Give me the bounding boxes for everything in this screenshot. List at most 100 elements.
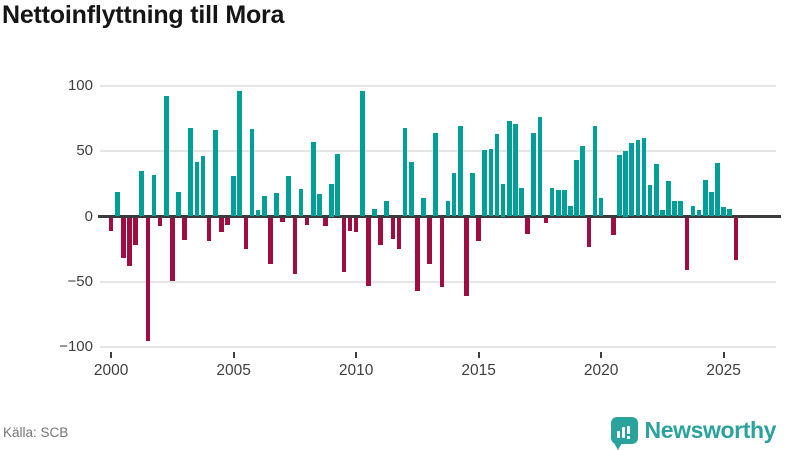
newsworthy-logo[interactable]: Newsworthy xyxy=(610,417,777,450)
bar xyxy=(390,218,396,239)
bar xyxy=(139,170,145,217)
bar xyxy=(721,207,726,217)
y-tick-label: −100 xyxy=(59,338,93,355)
bar xyxy=(347,218,353,232)
bar xyxy=(157,218,163,226)
bar xyxy=(470,173,475,217)
bar xyxy=(684,218,690,271)
bar xyxy=(647,185,653,217)
bar xyxy=(629,143,635,217)
bar xyxy=(555,190,561,217)
bar xyxy=(519,187,524,217)
bar xyxy=(366,218,371,286)
bar xyxy=(231,176,236,217)
x-tick-label: 2000 xyxy=(93,362,129,379)
bar xyxy=(225,218,230,225)
bar xyxy=(427,218,432,264)
bar xyxy=(531,132,537,217)
bar xyxy=(176,191,181,217)
bar xyxy=(163,96,169,217)
bar xyxy=(378,218,383,246)
bar xyxy=(145,218,151,341)
bar xyxy=(598,198,604,217)
x-tick-label: 2005 xyxy=(216,362,251,379)
bar xyxy=(396,218,402,250)
bar xyxy=(151,174,157,217)
bar xyxy=(506,121,512,217)
bar xyxy=(672,200,677,217)
bar xyxy=(268,218,273,264)
bar xyxy=(702,179,708,217)
bar xyxy=(537,117,543,217)
x-tick-mark xyxy=(722,352,725,358)
x-tick-mark xyxy=(600,352,603,358)
bar xyxy=(194,161,200,217)
bar xyxy=(359,91,365,217)
bar xyxy=(678,200,684,217)
bar xyxy=(121,218,126,259)
bar xyxy=(660,209,665,217)
y-tick-label: 100 xyxy=(67,77,93,94)
y-tick-label: 0 xyxy=(84,207,93,225)
bar xyxy=(696,209,702,217)
bar xyxy=(292,218,298,275)
bar xyxy=(525,218,530,234)
bar xyxy=(709,191,714,217)
bar xyxy=(733,218,739,260)
bar xyxy=(635,139,641,217)
bar xyxy=(433,132,439,217)
bar xyxy=(261,195,267,217)
plot-area xyxy=(98,85,781,348)
bar xyxy=(335,153,341,217)
x-tick-label: 2025 xyxy=(706,362,741,379)
bar xyxy=(451,173,457,217)
bar xyxy=(353,218,359,233)
bar xyxy=(188,127,194,217)
bar xyxy=(206,218,212,242)
chart-title: Nettoinflyttning till Mora xyxy=(2,1,285,29)
bar xyxy=(500,183,506,217)
bar xyxy=(562,190,567,217)
bar xyxy=(274,193,279,217)
bar xyxy=(133,218,138,246)
bar xyxy=(170,218,175,281)
bar xyxy=(715,162,720,217)
bar xyxy=(421,198,426,217)
bar xyxy=(574,160,579,217)
bar xyxy=(580,146,586,217)
bar xyxy=(494,134,500,217)
bar xyxy=(592,126,598,217)
bar xyxy=(219,218,224,233)
bar xyxy=(641,138,647,217)
x-tick-mark xyxy=(232,352,235,358)
brand-wordmark: Newsworthy xyxy=(644,417,777,443)
bar xyxy=(586,218,592,247)
source-note: Källa: SCB xyxy=(3,425,69,440)
bar xyxy=(127,218,132,267)
bar xyxy=(372,208,377,217)
bar xyxy=(513,123,518,217)
bar xyxy=(286,176,292,217)
gridline xyxy=(100,85,776,87)
bar xyxy=(182,218,187,241)
bar xyxy=(108,218,114,232)
bar xyxy=(402,127,408,217)
x-tick-label: 2020 xyxy=(583,362,619,379)
bar xyxy=(200,156,206,217)
bar xyxy=(310,142,316,217)
bar xyxy=(568,206,573,217)
x-tick-mark xyxy=(110,352,113,358)
bar xyxy=(317,194,322,217)
bar-chart-speech-bubble-icon xyxy=(610,417,638,450)
x-tick-label: 2010 xyxy=(338,362,374,379)
bar xyxy=(323,218,328,226)
bar xyxy=(457,126,463,217)
bar xyxy=(482,149,488,217)
bar xyxy=(237,91,243,217)
x-tick-mark xyxy=(355,352,358,358)
bar xyxy=(114,191,120,217)
bar xyxy=(727,208,733,217)
bar xyxy=(341,218,347,272)
bar xyxy=(415,218,420,292)
